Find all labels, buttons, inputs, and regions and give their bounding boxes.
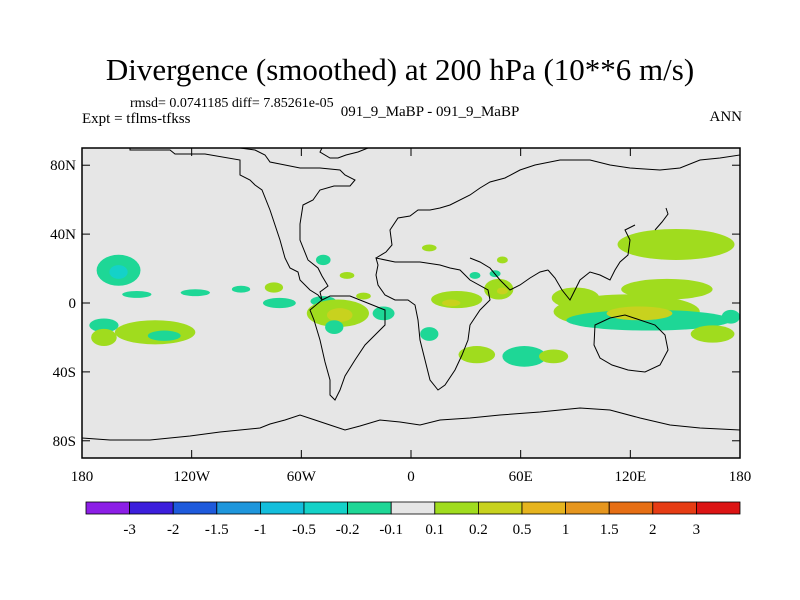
anomaly-patch-29: [502, 346, 547, 367]
colorbar-labels: -3 -2 -1.5 -1 -0.5 -0.2 -0.1 0.1 0.2 0.5 1 1.5 2 3: [123, 522, 700, 538]
coastline-arabia: [469, 257, 549, 291]
y-tick-label-3: 40S: [53, 365, 76, 381]
colorbar-label-4: -0.5: [292, 522, 316, 538]
colorbar-box-8: [434, 501, 479, 515]
chart-title: Divergence (smoothed) at 200 hPa (10**6 …: [105, 52, 695, 87]
anomaly-patch-8: [231, 285, 251, 293]
anomaly-patch-6: [147, 330, 181, 341]
anomaly-patch-18: [372, 306, 395, 321]
anomaly-patch-19: [420, 327, 439, 341]
colorbar-label-5: -0.2: [336, 522, 360, 538]
colorbar-label-10: 1: [562, 522, 570, 538]
x-tick-label-6: 180: [729, 469, 752, 485]
colorbar-label-8: 0.2: [469, 522, 488, 538]
y-tick-label-0: 80N: [50, 158, 76, 174]
x-tick-label-5: 120E: [614, 469, 646, 485]
anomaly-patch-2: [122, 290, 152, 298]
colorbar-box-3: [216, 501, 261, 515]
anomaly-patch-37: [690, 325, 735, 343]
coastlines: [81, 147, 741, 441]
coastline-antarctica: [81, 407, 741, 441]
colorbar-label-3: -1: [254, 522, 267, 538]
y-tick-label-2: 0: [69, 296, 77, 312]
axes: 180 120W 60W 0 60E 120E 180 80N 40N 0 40S 80S: [50, 148, 751, 485]
colorbar-label-2: -1.5: [205, 522, 229, 538]
colorbar-label-9: 0.5: [513, 522, 532, 538]
colorbar-label-0: -3: [123, 522, 136, 538]
anomaly-patch-22: [421, 244, 437, 252]
colorbar-label-1: -2: [167, 522, 180, 538]
x-tick-label-1: 120W: [173, 469, 211, 485]
y-tick-label-4: 80S: [53, 434, 76, 450]
anomaly-patch-38: [721, 309, 740, 324]
coastline-africa: [375, 257, 491, 391]
anomaly-patch-10: [262, 297, 296, 309]
colorbar-box-9: [477, 501, 523, 515]
colorbar-box-12: [608, 501, 654, 515]
colorbar-box-0: [85, 501, 130, 515]
colorbar-box-2: [172, 501, 218, 515]
anomaly-patch-3: [180, 289, 210, 297]
coastline-japan: [654, 207, 669, 231]
anomaly-patch-28: [458, 346, 496, 364]
colorbar-label-11: 1.5: [600, 522, 619, 538]
colorbar-label-6: -0.1: [379, 522, 403, 538]
anomaly-patch-13: [326, 308, 353, 322]
colorbar-label-7: 0.1: [425, 522, 444, 538]
coastline-greenland: [319, 147, 369, 159]
colorbar-box-5: [303, 501, 348, 515]
anomaly-patch-1: [109, 265, 128, 279]
anomaly-patch-36: [621, 278, 713, 300]
experiment-label: Expt = tflms-tfkss: [82, 111, 191, 127]
coastline-south-asia: [547, 224, 636, 301]
coastline-eurasia-africa: [375, 148, 741, 259]
x-tick-label-0: 180: [71, 469, 94, 485]
anomaly-patch-33: [566, 309, 731, 331]
anomaly-patch-15: [356, 292, 371, 300]
coastline-australia: [593, 314, 669, 373]
anomaly-patch-16: [315, 254, 331, 266]
anomaly-patch-30: [538, 349, 569, 364]
x-tick-label-4: 60E: [509, 469, 533, 485]
colorbar-boxes: [85, 501, 741, 515]
colorbar-box-14: [696, 501, 741, 515]
colorbar-box-1: [129, 501, 174, 515]
colorbar-box-4: [259, 501, 305, 515]
season-label: ANN: [709, 109, 743, 125]
y-tick-label-1: 40N: [50, 227, 76, 243]
colorbar-box-10: [521, 501, 566, 515]
anomaly-patch-17: [339, 272, 355, 279]
anomaly-patch-25: [469, 272, 481, 279]
colorbar-box-11: [565, 501, 610, 515]
colorbar-box-6: [347, 501, 392, 515]
x-tick-label-2: 60W: [287, 469, 317, 485]
anomaly-patch-4: [89, 318, 119, 333]
anomaly-patch-34: [606, 306, 673, 321]
anomaly-patch-14: [325, 320, 344, 334]
anomaly-patch-24: [496, 287, 508, 295]
anomaly-patch-21: [442, 299, 461, 307]
anomaly-patch-35: [617, 228, 735, 260]
colorbar-box-13: [652, 501, 697, 515]
case-label: 091_9_MaBP - 091_9_MaBP: [340, 104, 520, 120]
colorbar-label-13: 3: [693, 522, 701, 538]
anomaly-layer: [89, 228, 740, 367]
stats-label: rmsd= 0.0741185 diff= 7.85261e-05: [130, 96, 334, 111]
coastline-south-america: [309, 295, 386, 401]
colorbar-label-12: 2: [649, 522, 657, 538]
x-tick-label-3: 0: [407, 469, 415, 485]
coastline-north-america: [129, 147, 356, 301]
anomaly-patch-7: [91, 328, 117, 347]
anomaly-patch-9: [264, 282, 284, 293]
colorbar-box-7: [390, 501, 436, 515]
anomaly-patch-27: [496, 256, 508, 264]
